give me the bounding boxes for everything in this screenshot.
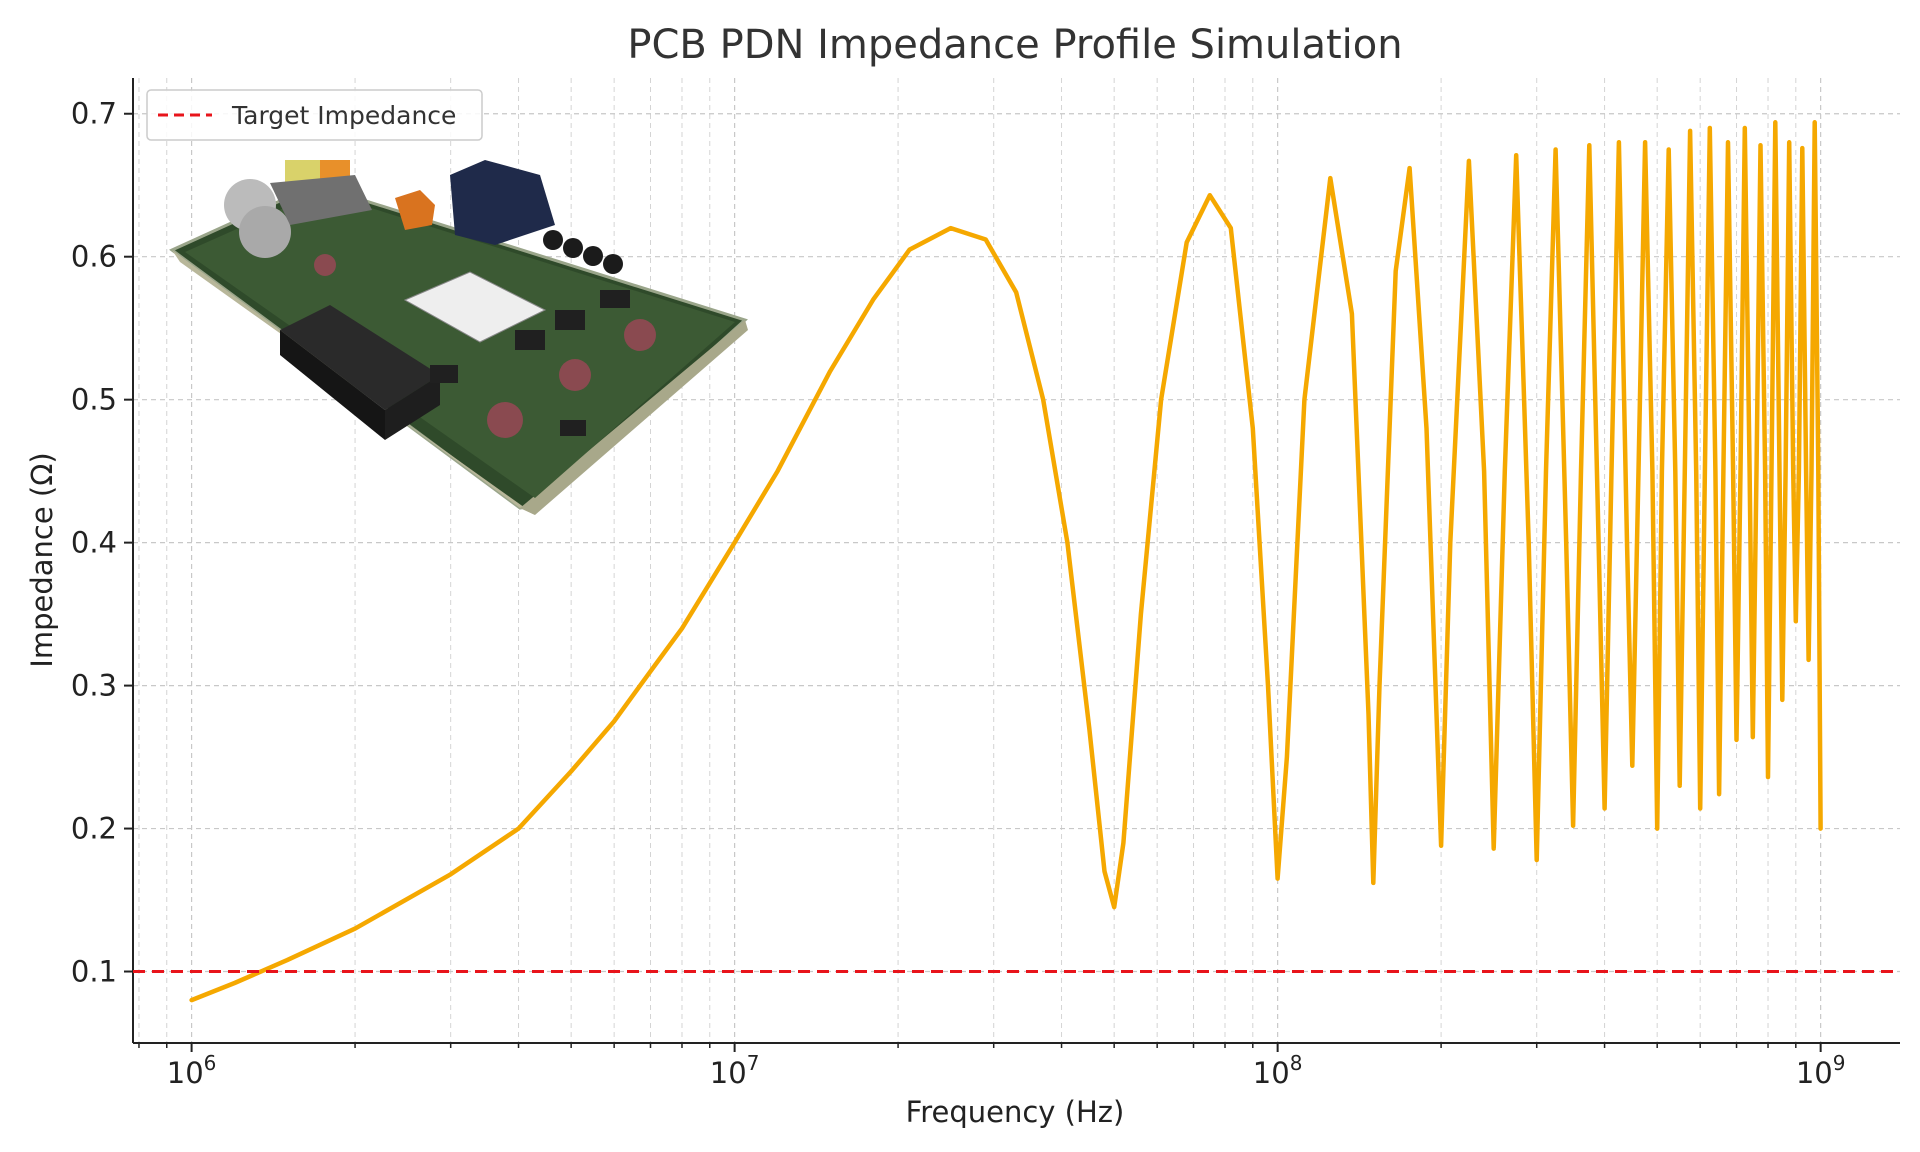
legend: Target Impedance: [146, 89, 483, 141]
y-tick-label: 0.7: [71, 97, 117, 131]
x-tick-labels: 106 107 108 109: [138, 1043, 1846, 1090]
y-tick-label: 0.5: [71, 383, 117, 417]
y-axis-label: Impedance (Ω): [25, 452, 59, 667]
x-axis-label: Frequency (Hz): [906, 1095, 1125, 1129]
y-tick-label: 0.2: [71, 812, 117, 846]
chart-title: PCB PDN Impedance Profile Simulation: [627, 22, 1402, 68]
x-tick-label: 107: [710, 1051, 760, 1090]
x-tick-label: 106: [167, 1051, 217, 1090]
x-tick-label: 108: [1253, 1051, 1303, 1090]
impedance-series-line: [189, 120, 1823, 1003]
y-tick-label: 0.1: [71, 955, 117, 989]
minor-gridlines: [138, 78, 1797, 1043]
pcb-board-image: [169, 160, 748, 515]
x-tick-label: 109: [1796, 1051, 1846, 1090]
y-tick-label: 0.6: [71, 240, 117, 274]
legend-label-target-impedance: Target Impedance: [231, 101, 456, 130]
series-layer: [133, 120, 1900, 1003]
y-tick-labels: 0.1 0.2 0.3 0.4 0.5 0.6 0.7: [71, 97, 133, 989]
y-tick-label: 0.4: [71, 526, 117, 560]
y-tick-label: 0.3: [71, 669, 117, 703]
axes-frame: [132, 78, 1900, 1044]
